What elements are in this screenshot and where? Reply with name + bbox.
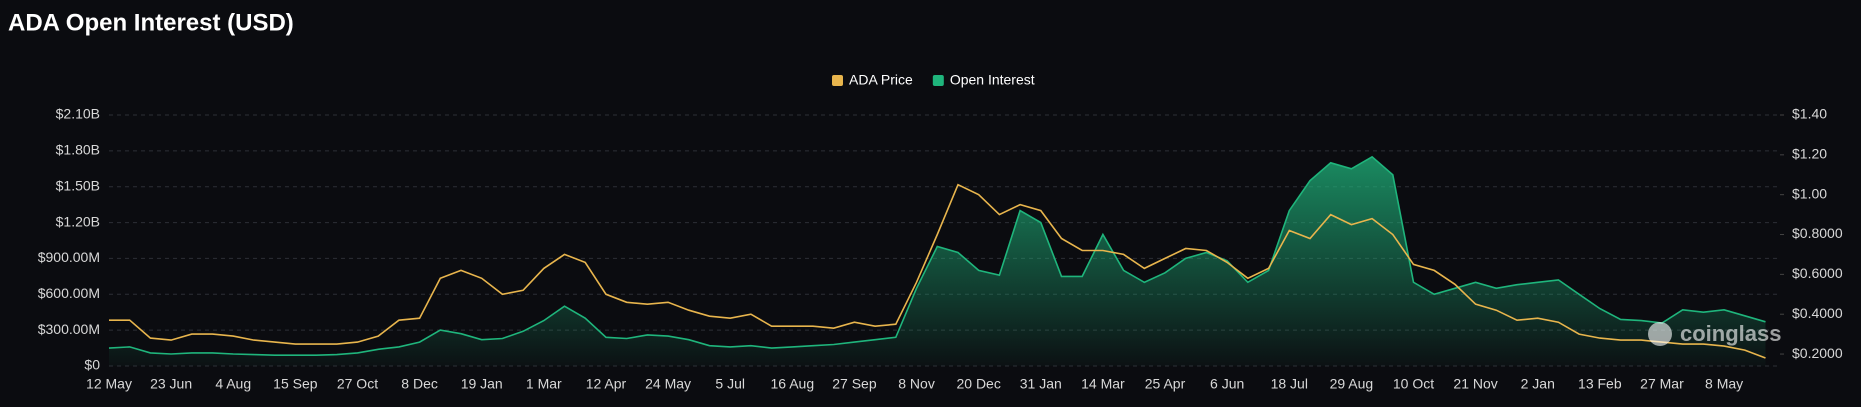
y-tick-label: $1.50B bbox=[56, 177, 100, 193]
x-tick-label: 18 Jul bbox=[1271, 376, 1308, 392]
area-fill bbox=[109, 156, 1766, 366]
legend-label[interactable]: ADA Price bbox=[849, 72, 913, 88]
legend-swatch[interactable] bbox=[832, 75, 843, 86]
series-line bbox=[109, 183, 1766, 359]
y2-tick-label: $0.8000 bbox=[1792, 225, 1843, 241]
y2-tick-label: $1.20 bbox=[1792, 146, 1827, 162]
x-tick-label: 8 Dec bbox=[401, 376, 438, 392]
y-tick-label: $0 bbox=[84, 357, 100, 373]
x-tick-label: 19 Jan bbox=[461, 376, 503, 392]
x-tick-label: 6 Jun bbox=[1210, 376, 1244, 392]
x-tick-label: 10 Oct bbox=[1393, 376, 1434, 392]
x-tick-label: 4 Aug bbox=[215, 376, 251, 392]
y-tick-label: $1.80B bbox=[56, 142, 100, 158]
x-tick-label: 20 Dec bbox=[956, 376, 1000, 392]
x-tick-label: 16 Aug bbox=[771, 376, 815, 392]
x-tick-label: 8 Nov bbox=[898, 376, 935, 392]
x-tick-label: 31 Jan bbox=[1020, 376, 1062, 392]
x-tick-label: 24 May bbox=[645, 376, 691, 392]
y-tick-label: $600.00M bbox=[38, 285, 100, 301]
x-tick-label: 8 May bbox=[1705, 376, 1743, 392]
x-tick-label: 27 Mar bbox=[1640, 376, 1684, 392]
y-tick-label: $2.10B bbox=[56, 106, 100, 122]
chart-title: ADA Open Interest (USD) bbox=[8, 9, 294, 36]
y2-tick-label: $1.40 bbox=[1792, 106, 1827, 122]
series-line bbox=[108, 155, 1766, 356]
y2-tick-label: $0.6000 bbox=[1792, 265, 1843, 281]
x-tick-label: 12 Apr bbox=[586, 376, 627, 392]
x-tick-label: 5 Jul bbox=[715, 376, 745, 392]
x-tick-label: 15 Sep bbox=[273, 376, 318, 392]
x-tick-label: 23 Jun bbox=[150, 376, 192, 392]
legend-label[interactable]: Open Interest bbox=[950, 72, 1035, 88]
x-tick-label: 12 May bbox=[86, 376, 132, 392]
x-tick-label: 29 Aug bbox=[1330, 376, 1374, 392]
x-tick-label: 27 Oct bbox=[337, 376, 378, 392]
plot: $0 $300.00M $600.00M $900.00M $1.20B $1.50B $1… bbox=[38, 106, 1843, 392]
legend-swatch[interactable] bbox=[932, 75, 944, 86]
y2-tick-label: $1.00 bbox=[1792, 185, 1827, 201]
watermark-logo bbox=[1648, 322, 1672, 346]
x-tick-label: 2 Jan bbox=[1521, 376, 1555, 392]
x-tick-label: 14 Mar bbox=[1081, 376, 1125, 392]
legend: ADA Price Open Interest bbox=[832, 72, 1035, 88]
x-tick-label: 1 Mar bbox=[526, 376, 562, 392]
x-tick-label: 27 Sep bbox=[832, 376, 877, 392]
y-tick-label: $300.00M bbox=[38, 321, 100, 337]
y2-tick-label: $0.2000 bbox=[1792, 345, 1843, 361]
watermark: coinglass bbox=[1680, 321, 1781, 346]
y-tick-label: $900.00M bbox=[38, 249, 100, 265]
x-tick-label: 25 Apr bbox=[1145, 376, 1186, 392]
y-tick-label: $1.20B bbox=[56, 213, 100, 229]
x-tick-label: 13 Feb bbox=[1578, 376, 1622, 392]
x-tick-label: 21 Nov bbox=[1453, 376, 1497, 392]
y2-tick-label: $0.4000 bbox=[1792, 305, 1843, 321]
